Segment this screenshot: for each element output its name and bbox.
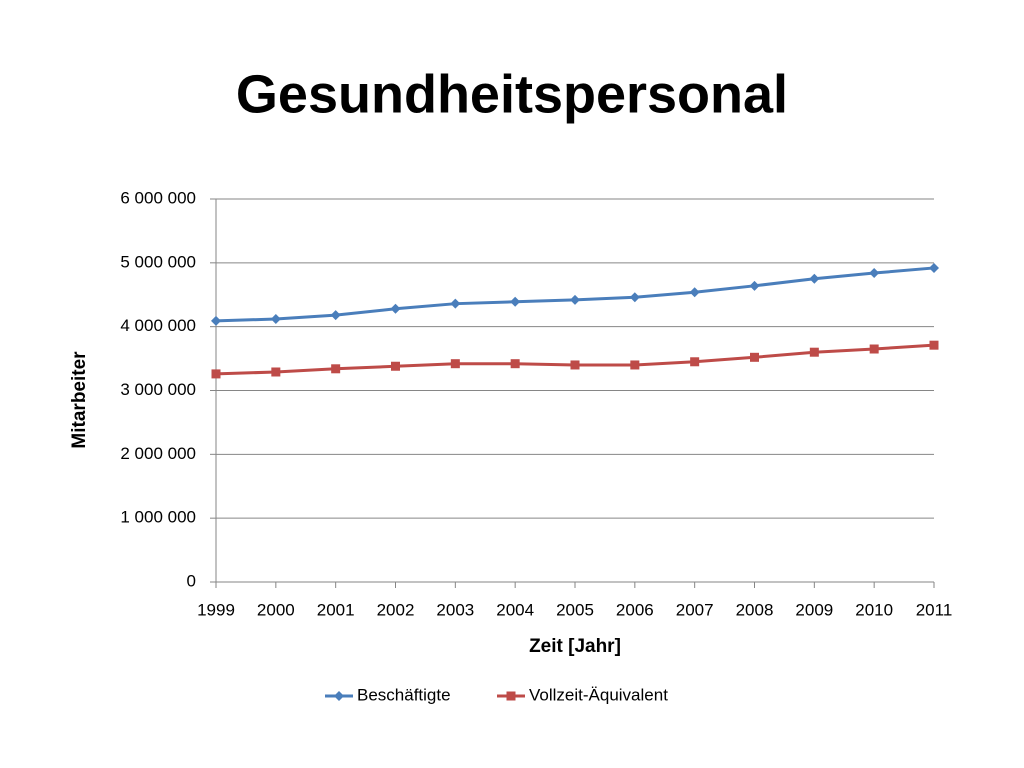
x-tick-label: 2003: [436, 600, 474, 619]
x-tick-label: 2009: [795, 600, 833, 619]
y-tick-label: 4 000 000: [120, 316, 196, 335]
x-tick-label: 2008: [736, 600, 774, 619]
marker: [570, 360, 580, 370]
marker: [330, 310, 341, 321]
legend-label: Vollzeit-Äquivalent: [529, 685, 668, 704]
x-axis-title: Zeit [Jahr]: [529, 636, 621, 657]
marker: [211, 369, 221, 379]
marker: [749, 280, 760, 291]
x-tick-label: 2000: [257, 600, 295, 619]
x-tick-label: 2010: [855, 600, 893, 619]
y-tick-label: 2 000 000: [120, 444, 196, 463]
legend-label: Beschäftigte: [357, 685, 451, 704]
y-axis-title: Mitarbeiter: [69, 351, 90, 449]
marker: [506, 691, 516, 701]
marker: [211, 315, 221, 326]
chart-title: Gesundheitspersonal: [236, 64, 788, 124]
marker: [929, 340, 939, 350]
x-tick-label: 1999: [197, 600, 235, 619]
marker: [809, 347, 819, 357]
y-tick-label: 6 000 000: [120, 188, 196, 207]
marker: [570, 294, 580, 305]
x-tick-label: 2001: [317, 600, 355, 619]
marker: [331, 364, 341, 374]
marker: [629, 292, 640, 303]
marker: [450, 298, 461, 309]
marker: [510, 296, 521, 307]
marker: [390, 303, 401, 314]
x-tick-label: 2007: [676, 600, 714, 619]
marker: [270, 314, 281, 325]
y-tick-label: 1 000 000: [120, 508, 196, 527]
x-tick-label: 2005: [556, 600, 594, 619]
y-tick-label: 3 000 000: [120, 380, 196, 399]
x-tick-label: 2004: [496, 600, 534, 619]
marker: [690, 357, 700, 367]
marker: [869, 344, 879, 354]
marker: [510, 359, 520, 369]
marker: [809, 273, 820, 284]
marker: [630, 360, 640, 370]
marker: [450, 359, 460, 369]
x-tick-label: 2002: [377, 600, 415, 619]
y-tick-label: 5 000 000: [120, 252, 196, 271]
marker: [271, 367, 281, 377]
marker: [391, 361, 400, 371]
marker: [929, 262, 939, 273]
series-line: [215, 343, 935, 376]
marker: [689, 287, 700, 298]
marker: [869, 268, 880, 279]
x-tick-label: 2006: [616, 600, 654, 619]
y-tick-label: 0: [187, 571, 196, 590]
marker: [750, 352, 759, 362]
marker: [334, 691, 344, 701]
x-tick-label: 2011: [916, 600, 953, 619]
series-line: [215, 266, 935, 323]
